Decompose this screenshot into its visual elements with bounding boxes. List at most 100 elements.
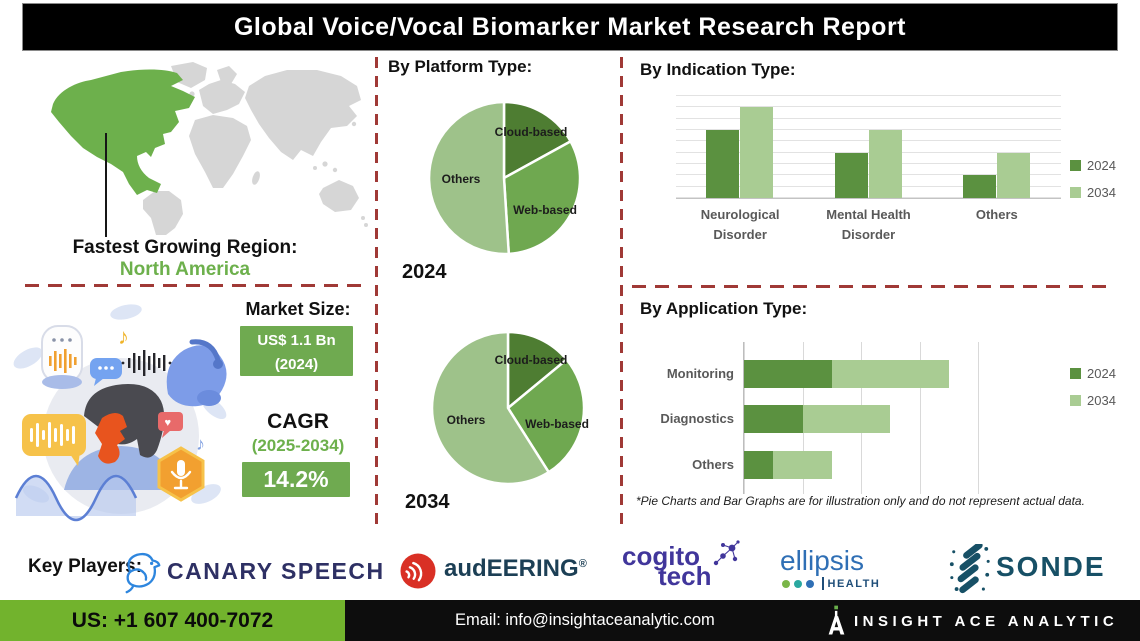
- disclaimer-note: *Pie Charts and Bar Graphs are for illus…: [636, 494, 1085, 508]
- pie-slice-label: Others: [441, 172, 481, 186]
- bar-2024: [962, 175, 996, 198]
- horizontal-divider-left: [25, 284, 369, 287]
- africa-shape: [189, 115, 251, 188]
- legend-item: 2034: [1070, 393, 1116, 408]
- market-size-year: (2024): [274, 356, 319, 373]
- pie-2034-year-label: 2034: [405, 491, 450, 513]
- legend-item: 2024: [1070, 366, 1116, 381]
- key-players-heading: Key Players:: [28, 556, 143, 577]
- music-note-blue: ♪: [196, 434, 205, 454]
- bar-2034: [996, 152, 1030, 198]
- ellipsis-health-text: HEALTH: [827, 577, 881, 590]
- indication-category-labels: Neurological Disorder Mental Health Disor…: [676, 205, 1061, 245]
- pie-slice-label: Cloud-based: [494, 353, 568, 367]
- bar-2024: [744, 405, 803, 433]
- fastest-growing-label: Fastest Growing Region:: [72, 237, 298, 258]
- sonde-logo-text: SONDE: [996, 551, 1106, 582]
- pie-slice-others: [430, 330, 550, 486]
- waveform-icon: [121, 350, 172, 376]
- category-label: Monitoring: [666, 366, 734, 381]
- email-address[interactable]: Email: info@insightaceanalytic.com: [455, 611, 715, 629]
- bar-2034: [831, 360, 949, 388]
- category-label: Neurological Disorder: [700, 207, 780, 243]
- insight-ace-analytic-brand: INSIGHT ACE ANALYTIC: [854, 613, 1119, 630]
- logo-divider: [822, 577, 824, 590]
- category-label: Mental Health Disorder: [826, 207, 911, 243]
- pie-slice-cloud-based: [502, 100, 572, 180]
- music-note-yellow: ♪: [118, 324, 129, 349]
- listener-head-icon: [166, 339, 227, 407]
- three-dots-icon: [782, 579, 790, 588]
- insight-ace-a-mark: [828, 605, 845, 635]
- pie-chart-platform-2034: Cloud-based Web-based Others: [429, 329, 589, 487]
- indication-type-heading: By Indication Type:: [640, 60, 796, 79]
- category-label: Diagnostics: [660, 411, 734, 426]
- page-title: Global Voice/Vocal Biomarker Market Rese…: [233, 12, 907, 41]
- speech-bubble-icon: [90, 358, 122, 386]
- cagr-value-box: 14.2%: [242, 462, 350, 497]
- sound-waves-icon: [400, 553, 436, 589]
- indication-bar-chart: [676, 95, 1061, 199]
- voice-biomarker-illustration: ♪ ♪ ♥: [13, 304, 227, 522]
- pie-slice-label: Cloud-based: [494, 125, 568, 139]
- pie-slice-label: Web-based: [513, 203, 577, 217]
- south-america-shape: [143, 191, 183, 235]
- cagr-period: (2025-2034): [251, 436, 345, 455]
- legend-swatch: [1070, 187, 1081, 198]
- microphone-hexagon-icon: [157, 446, 205, 502]
- cagr-label: CAGR: [267, 410, 329, 433]
- market-size-value: US$ 1.1 Bn: [257, 332, 336, 349]
- registered-mark: ®: [578, 558, 587, 570]
- bar-2024: [706, 130, 740, 198]
- category-label: Others: [692, 457, 734, 472]
- network-dots-icon: [713, 540, 740, 566]
- ellipsis-health-logo: ellipsis HEALTH: [780, 547, 880, 590]
- application-type-heading: By Application Type:: [640, 299, 808, 318]
- vertical-divider-2: [620, 57, 623, 527]
- application-legend: 2024 2034: [1070, 366, 1116, 408]
- pie-chart-platform-2024: Cloud-based Web-based Others: [425, 99, 583, 257]
- ellipsis-logo-text: ellipsis: [780, 545, 865, 576]
- vertical-divider-1: [375, 57, 378, 527]
- pie-slice-cloud-based: [506, 330, 568, 410]
- world-map: [51, 62, 368, 235]
- title-bar: Global Voice/Vocal Biomarker Market Rese…: [22, 3, 1118, 51]
- category-label: Others: [975, 207, 1018, 222]
- bar-2034: [868, 130, 902, 198]
- legend-swatch: [1070, 395, 1081, 406]
- map-pointer-line: [105, 133, 107, 237]
- phone-number: US: +1 607 400-7072: [71, 608, 274, 632]
- cogito-tech-text: tech: [658, 561, 712, 591]
- bar-2024: [744, 360, 832, 388]
- bar-2034: [773, 451, 832, 479]
- scandinavia-shape: [217, 66, 237, 84]
- voice-message-bubble-icon: [22, 414, 86, 466]
- svg-text:♥: ♥: [165, 417, 172, 429]
- bar-2034: [740, 107, 774, 198]
- cogito-tech-logo: cogito tech: [622, 540, 742, 591]
- smart-speaker-icon: [41, 325, 83, 389]
- sine-wave-icon: [14, 474, 138, 522]
- dotted-s-icon: [949, 544, 990, 594]
- pie-slice-label: Web-based: [525, 417, 589, 431]
- bar-2024: [834, 152, 868, 198]
- legend-swatch: [1070, 160, 1081, 171]
- legend-item: 2034: [1070, 185, 1116, 200]
- audeering-logo-text: audEERING®: [444, 555, 587, 582]
- canary-bird-icon: [125, 552, 161, 594]
- footer-phone-panel: US: +1 607 400-7072: [0, 600, 345, 641]
- pie-slice-web-based: [502, 140, 582, 256]
- pie-slice-others: [427, 100, 511, 256]
- cogito-logo-text: cogito: [622, 541, 700, 571]
- horizontal-divider-right: [632, 285, 1112, 288]
- europe-shape: [199, 80, 245, 114]
- australia-shape: [319, 180, 359, 212]
- bar-2024: [744, 451, 774, 479]
- legend-item: 2024: [1070, 158, 1116, 173]
- north-america-shape: [51, 69, 195, 195]
- pie-2024-year-label: 2024: [402, 261, 447, 283]
- application-bar-chart: [743, 342, 979, 494]
- legend-swatch: [1070, 368, 1081, 379]
- platform-type-heading: By Platform Type:: [388, 57, 533, 76]
